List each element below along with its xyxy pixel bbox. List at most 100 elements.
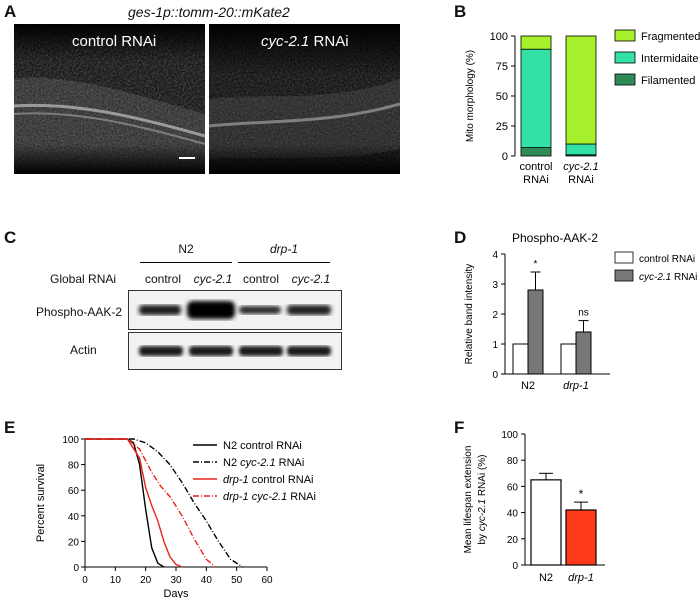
chart-b-bar-0-1	[520, 48, 552, 149]
chart-e-ytick-label-2: 40	[68, 512, 80, 523]
chart-b-legend-label-1: Intermidaite	[641, 53, 698, 65]
chart-b-ylabel: Mito morphology (%)	[465, 50, 476, 142]
chart-d-ytick-label-4: 4	[492, 250, 498, 261]
chart-f-ylabel-line2: by cyc-2.1 RNAi (%)	[477, 454, 488, 544]
chart-e-series-3	[85, 438, 216, 568]
chart-e-legend-post-2: control RNAi	[249, 474, 314, 486]
chart-e-xlabel: Days	[163, 588, 189, 598]
chart-d-ytick-label-2: 2	[492, 310, 498, 321]
micrograph-control-label: control RNAi	[72, 33, 157, 50]
blot-lane-2: cyc-2.1	[193, 272, 233, 286]
chart-b-bar-0-2	[520, 35, 552, 50]
chart-b-legend-swatch-0	[614, 29, 636, 42]
chart-f-ylabel-post: RNAi (%)	[477, 454, 488, 498]
chart-b-ytick-label-3: 75	[496, 61, 508, 73]
panel-a-letter: A	[4, 2, 17, 21]
micrograph-cyc: cyc-2.1 RNAi	[209, 24, 400, 174]
chart-f-ytick-label-2: 40	[507, 509, 519, 520]
chart-e: 0 20 40 60 80 100 0 10 20 30 40 50 60 Days Percent sur…	[35, 435, 316, 598]
chart-d-title: Phospho-AAK-2	[512, 231, 598, 245]
chart-b-xtick-label-0-1: RNAi	[523, 174, 549, 186]
blot-actin-bands	[139, 346, 331, 356]
chart-b-ytick-label-2: 50	[496, 91, 508, 103]
blot-lane-1: control	[144, 272, 182, 286]
chart-d-legend-label-1: cyc-2.1 RNAi	[639, 272, 697, 283]
chart-e-legend-label-0: N2 control RNAi	[223, 440, 302, 452]
chart-e-ytick-label-5: 100	[62, 435, 79, 446]
chart-f: 0 20 40 60 80 100 Mean lifespan extension by cy…	[463, 430, 605, 584]
chart-e-ytick-label-0: 0	[73, 563, 79, 574]
chart-f-xtick-label-1: drp-1	[568, 572, 594, 584]
chart-f-ytick-label-4: 80	[507, 456, 519, 467]
blot-label-actin: Actin	[70, 343, 97, 357]
chart-e-legend-gene-2: drp-1	[223, 474, 249, 486]
chart-e-ytick-label-1: 20	[68, 537, 80, 548]
chart-e-ylabel: Percent survival	[35, 464, 47, 542]
chart-d-bar-1-1	[575, 331, 592, 375]
micrograph-cyc-label-suffix: RNAi	[309, 33, 349, 50]
chart-d-ylabel: Relative band intensity	[464, 264, 475, 365]
panel-f-letter: F	[454, 418, 465, 437]
chart-d: Phospho-AAK-2 0 1 2 3 4 Relative band intensit…	[464, 231, 697, 392]
chart-f-ytick-label-1: 20	[507, 535, 519, 546]
chart-e-xtick-label-1: 10	[110, 575, 122, 586]
panel-e-letter: E	[4, 418, 16, 437]
chart-e-legend-pre-0: N2 control RNAi	[223, 440, 302, 452]
chart-b-bar-1-2	[565, 35, 597, 145]
chart-d-legend-text-0: control RNAi	[639, 254, 695, 265]
panel-b-letter: B	[454, 2, 467, 21]
chart-b-legend-label-2: Filamented	[641, 75, 695, 87]
chart-d-xtick-label-0: N2	[521, 380, 535, 392]
chart-e-legend-post-3: RNAi	[287, 491, 316, 503]
chart-d-xtick-label-1: drp-1	[563, 380, 589, 392]
chart-e-xtick-label-2: 20	[140, 575, 152, 586]
chart-f-ytick-label-0: 0	[512, 561, 518, 572]
chart-b-bar-1-1	[565, 143, 597, 156]
chart-f-annotation-1: *	[579, 487, 584, 501]
chart-b-legend-label-0: Fragmented	[641, 31, 700, 43]
panel-d-letter: D	[454, 228, 467, 247]
chart-d-legend-label-0: control RNAi	[639, 254, 695, 265]
blot-phospho-bands	[139, 301, 331, 319]
chart-f-ytick-label-5: 100	[501, 430, 518, 441]
chart-b-xtick-label-1-1: RNAi	[568, 174, 594, 186]
blot-lane-4: cyc-2.1	[291, 272, 331, 286]
blot-group-drp1: drp-1	[238, 242, 330, 263]
blot-row-label: Global RNAi	[50, 272, 117, 286]
chart-d-bar-0-0	[512, 343, 529, 375]
chart-f-ylabel-gene: cyc-2.1	[477, 499, 488, 531]
chart-e-xtick-label-3: 30	[170, 575, 182, 586]
chart-e-xtick-label-5: 50	[231, 575, 243, 586]
chart-e-xtick-label-6: 60	[261, 575, 273, 586]
chart-f-ylabel-line1: Mean lifespan extension	[463, 446, 474, 554]
chart-d-bar-0-1	[527, 289, 544, 375]
chart-d-annotation-0: *	[534, 259, 538, 270]
chart-b-legend-swatch-1	[614, 51, 636, 64]
chart-e-legend-gene-3: drp-1 cyc-2.1	[223, 491, 287, 503]
chart-d-legend-gene-1: cyc-2.1	[639, 272, 671, 283]
chart-e-series-1	[85, 438, 244, 568]
chart-b-ytick-label-1: 25	[496, 121, 508, 133]
chart-e-ytick-label-3: 60	[68, 486, 80, 497]
chart-d-ytick-label-3: 3	[492, 280, 498, 291]
micrograph-control-image	[14, 24, 205, 174]
blot-group-n2-label: N2	[178, 242, 194, 256]
chart-b-xtick-label-1-0: cyc-2.1	[563, 161, 598, 173]
micrograph-cyc-label-gene: cyc-2.1	[261, 33, 310, 50]
chart-e-legend-label-3: drp-1 cyc-2.1 RNAi	[223, 491, 316, 503]
chart-e-legend-post-1: RNAi	[276, 457, 305, 469]
chart-e-series-2	[85, 438, 183, 568]
blot-actin	[128, 332, 342, 370]
chart-b-ytick-label-0: 0	[502, 151, 508, 163]
micrograph-cyc-image	[209, 24, 400, 174]
blot-group-drp1-label: drp-1	[269, 242, 298, 256]
blot-lane-3: control	[242, 272, 280, 286]
micrograph-control: control RNAi	[14, 24, 205, 174]
chart-e-series-0	[85, 438, 165, 568]
blot-phospho	[128, 290, 342, 330]
chart-d-legend-text-1: RNAi	[671, 272, 697, 283]
chart-e-ytick-label-4: 80	[68, 461, 80, 472]
chart-f-bar-1	[565, 509, 597, 566]
chart-d-ytick-label-1: 1	[492, 340, 498, 351]
